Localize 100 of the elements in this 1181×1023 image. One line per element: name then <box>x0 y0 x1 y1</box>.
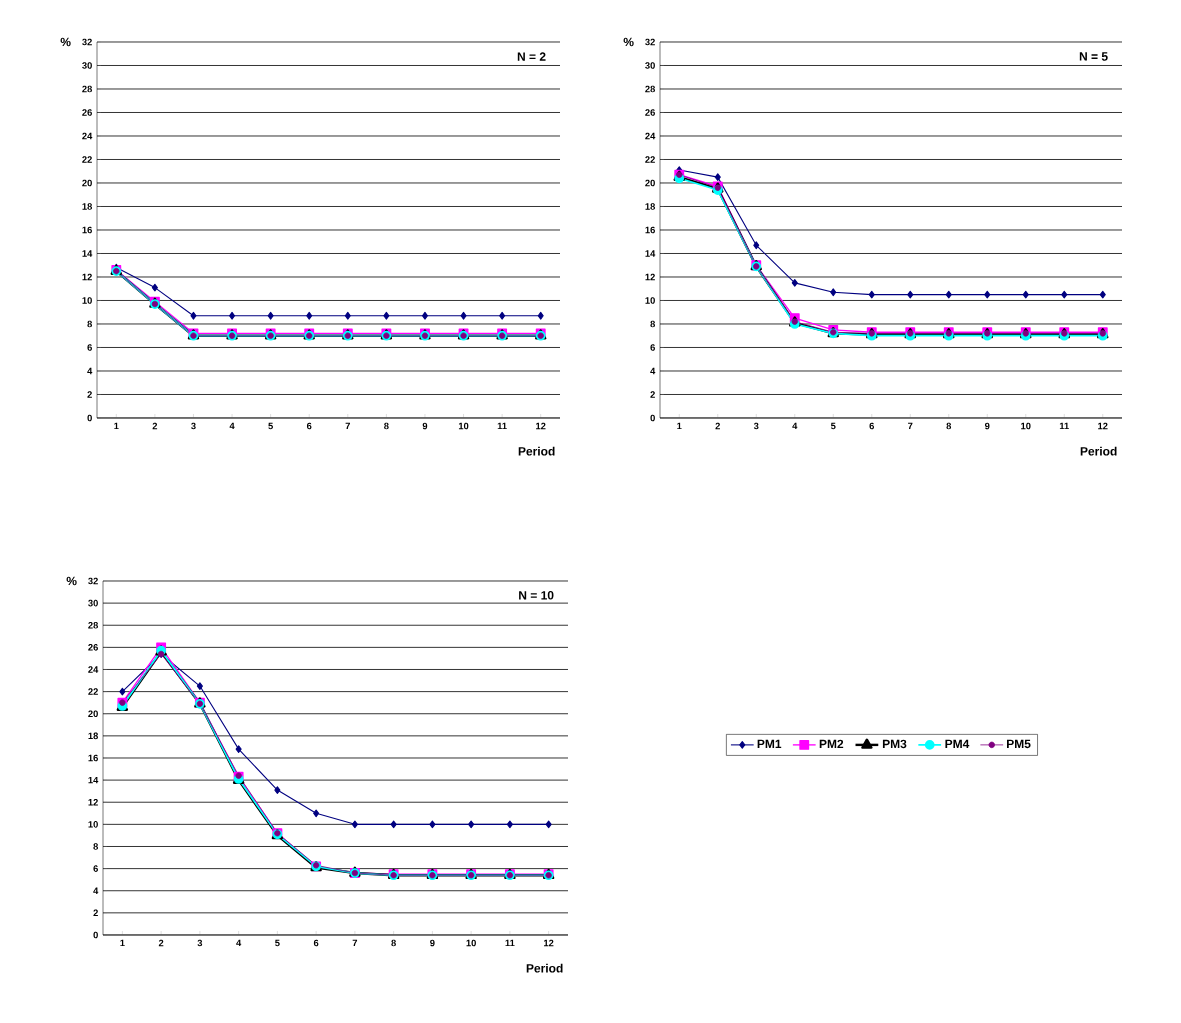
x-tick-label: 3 <box>197 939 203 947</box>
y-axis-title: % <box>623 37 634 47</box>
x-tick-label: 4 <box>236 939 242 947</box>
x-tick-label: 6 <box>869 422 875 430</box>
x-tick-label: 1 <box>114 422 119 430</box>
x-tick-label: 12 <box>1098 422 1108 430</box>
legend-label: PM5 <box>1007 739 1031 749</box>
y-tick-label: 10 <box>88 821 98 828</box>
x-tick-label: 2 <box>152 422 158 430</box>
x-tick-label: 1 <box>677 422 682 430</box>
x-tick-label: 11 <box>497 422 507 430</box>
legend-label: PM3 <box>882 739 907 749</box>
y-tick-label: 30 <box>82 62 92 69</box>
y-tick-label: 2 <box>650 391 655 398</box>
y-tick-label: 8 <box>87 320 92 328</box>
y-tick-label: 24 <box>82 132 93 140</box>
y-tick-label: 18 <box>82 203 92 210</box>
y-axis-title: % <box>66 576 77 586</box>
y-tick-label: 16 <box>82 226 92 234</box>
y-tick-label: 0 <box>650 414 655 422</box>
y-tick-label: 26 <box>645 109 655 116</box>
x-tick-label: 4 <box>229 422 235 430</box>
y-tick-label: 14 <box>645 250 656 257</box>
y-tick-label: 30 <box>88 599 98 607</box>
y-tick-label: 28 <box>82 85 92 93</box>
y-tick-label: 2 <box>87 391 92 398</box>
x-tick-label: 12 <box>544 939 554 947</box>
x-axis-title: Period <box>526 963 563 973</box>
legend-label: PM1 <box>757 739 782 749</box>
x-tick-label: 9 <box>984 422 990 430</box>
y-tick-label: 6 <box>650 344 655 351</box>
y-tick-label: 4 <box>650 367 656 375</box>
y-tick-label: 28 <box>645 85 655 93</box>
x-tick-label: 2 <box>715 422 720 430</box>
x-tick-label: 7 <box>345 422 350 430</box>
y-tick-label: 22 <box>82 156 92 163</box>
legend-label: PM2 <box>819 739 844 749</box>
x-tick-label: 11 <box>1059 422 1069 430</box>
y-tick-label: 22 <box>645 156 655 163</box>
y-tick-label: 6 <box>93 865 98 872</box>
x-tick-label: 6 <box>306 422 312 430</box>
y-tick-label: 32 <box>88 577 98 585</box>
y-tick-label: 12 <box>88 798 98 806</box>
y-tick-label: 4 <box>93 887 99 894</box>
x-axis-title: Period <box>518 446 555 456</box>
y-tick-label: 22 <box>88 688 98 695</box>
y-tick-label: 14 <box>88 776 99 784</box>
y-tick-label: 16 <box>645 226 655 234</box>
annotation: N = 2 <box>517 52 546 61</box>
y-tick-label: 4 <box>87 367 93 375</box>
y-tick-label: 10 <box>645 297 655 304</box>
annotation: N = 5 <box>1079 52 1108 61</box>
y-tick-label: 6 <box>87 344 92 351</box>
x-tick-label: 5 <box>275 939 280 947</box>
y-tick-label: 12 <box>645 273 655 281</box>
y-tick-label: 18 <box>88 732 98 740</box>
x-tick-label: 9 <box>422 422 428 430</box>
x-tick-label: 2 <box>158 939 164 947</box>
y-tick-label: 0 <box>93 931 98 939</box>
x-tick-label: 6 <box>313 939 319 947</box>
y-tick-label: 16 <box>88 754 98 762</box>
x-tick-label: 5 <box>268 422 273 430</box>
y-tick-label: 26 <box>82 109 92 116</box>
y-tick-label: 10 <box>82 297 92 304</box>
x-tick-label: 10 <box>1021 422 1031 430</box>
y-tick-label: 8 <box>650 320 655 328</box>
annotation: N = 10 <box>519 591 554 600</box>
x-tick-label: 1 <box>120 939 125 947</box>
y-axis-title: % <box>60 37 71 47</box>
x-tick-label: 8 <box>384 422 389 430</box>
x-tick-label: 3 <box>191 422 196 430</box>
x-tick-label: 8 <box>391 939 396 947</box>
x-axis-title: Period <box>1080 446 1117 456</box>
x-tick-label: 7 <box>908 422 913 430</box>
y-tick-label: 30 <box>645 62 655 69</box>
y-tick-label: 32 <box>82 38 92 46</box>
x-tick-label: 7 <box>352 939 358 947</box>
y-tick-label: 26 <box>88 644 98 651</box>
x-tick-label: 8 <box>946 422 952 430</box>
x-tick-label: 3 <box>753 422 759 430</box>
y-tick-label: 14 <box>82 250 93 257</box>
x-tick-label: 10 <box>458 422 469 430</box>
x-tick-label: 5 <box>830 422 836 430</box>
y-tick-label: 12 <box>82 273 92 281</box>
x-tick-label: 10 <box>466 939 476 947</box>
y-tick-label: 2 <box>93 909 98 917</box>
x-tick-label: 12 <box>536 422 546 430</box>
y-tick-label: 24 <box>645 132 656 140</box>
y-tick-label: 8 <box>93 843 98 850</box>
legend-label: PM4 <box>945 739 970 749</box>
y-tick-label: 20 <box>88 710 98 718</box>
y-tick-label: 32 <box>645 38 655 46</box>
y-tick-label: 28 <box>88 621 98 629</box>
x-tick-label: 4 <box>792 422 798 430</box>
y-tick-label: 18 <box>645 203 655 210</box>
y-tick-label: 0 <box>87 414 92 422</box>
x-tick-label: 9 <box>430 939 435 947</box>
y-tick-label: 20 <box>645 179 655 187</box>
y-tick-label: 24 <box>88 666 99 673</box>
x-tick-label: 11 <box>505 939 515 947</box>
